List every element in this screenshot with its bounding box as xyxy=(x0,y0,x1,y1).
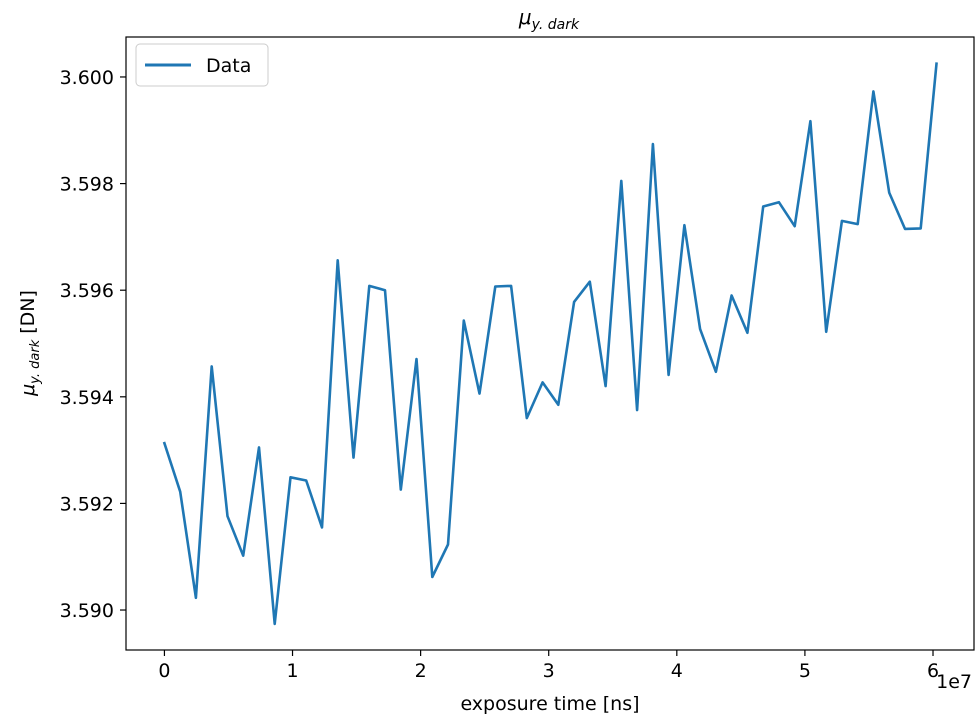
y-tick-label: 3.594 xyxy=(60,387,114,409)
y-axis-label-sub: y. dark xyxy=(28,339,43,385)
x-tick-label: 1 xyxy=(286,660,298,682)
axis-ticks: 0 1 2 3 4 5 6 3.590 3.592 3.594 3.596 3.598 3.600 xyxy=(60,67,939,682)
x-tick-label: 5 xyxy=(799,660,811,682)
x-tick-label: 3 xyxy=(543,660,555,682)
series-layer xyxy=(162,62,938,626)
chart-title: μy. dark xyxy=(518,5,580,33)
y-tick-label: 3.600 xyxy=(60,67,114,89)
chart-title-main: μ xyxy=(518,5,532,29)
legend: Data xyxy=(135,43,269,87)
x-tick-label: 2 xyxy=(415,660,427,682)
y-tick-label: 3.592 xyxy=(60,493,114,515)
chart-title-sub: y. dark xyxy=(531,17,580,33)
series-line-data xyxy=(162,62,938,626)
x-offset-label: 1e7 xyxy=(936,671,972,693)
legend-label-data: Data xyxy=(206,55,251,77)
axes-frame xyxy=(125,36,975,651)
y-axis-label-unit: [DN] xyxy=(17,290,39,334)
y-axis-label-main: μ xyxy=(17,384,39,397)
y-axis-label: μy. dark [DN] xyxy=(17,290,43,397)
x-tick-label: 0 xyxy=(158,660,170,682)
legend-box xyxy=(135,43,269,87)
x-tick-label: 6 xyxy=(927,660,939,682)
y-tick-label: 3.596 xyxy=(60,280,114,302)
y-tick-label: 3.598 xyxy=(60,174,114,196)
y-tick-label: 3.590 xyxy=(60,600,114,622)
x-tick-label: 4 xyxy=(671,660,683,682)
x-axis-label: exposure time [ns] xyxy=(460,693,639,715)
